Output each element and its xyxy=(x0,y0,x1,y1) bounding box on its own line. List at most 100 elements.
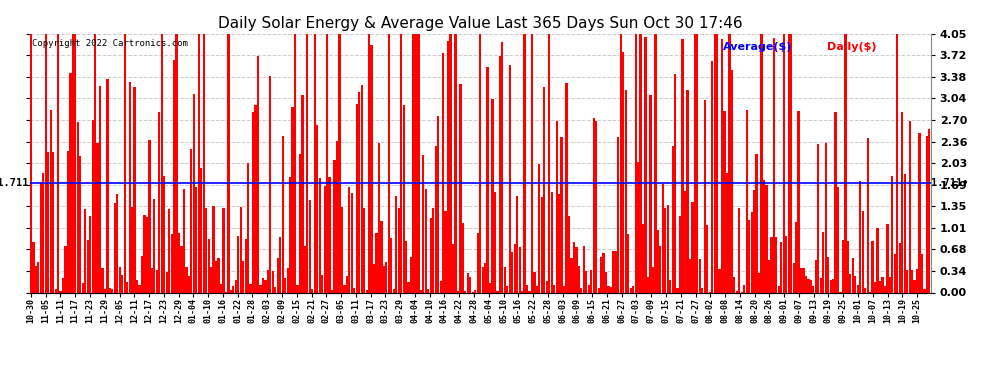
Bar xyxy=(256,56,259,292)
Bar xyxy=(654,34,656,292)
Bar xyxy=(390,238,392,292)
Bar xyxy=(314,34,316,292)
Bar xyxy=(50,110,51,292)
Bar xyxy=(696,34,699,292)
Bar xyxy=(38,262,40,292)
Bar xyxy=(59,291,61,292)
Bar xyxy=(711,61,713,292)
Bar xyxy=(451,244,454,292)
Bar xyxy=(254,105,256,292)
Bar xyxy=(286,268,289,292)
Bar xyxy=(425,189,427,292)
Bar xyxy=(454,34,456,292)
Bar xyxy=(435,146,437,292)
Bar xyxy=(155,270,158,292)
Bar xyxy=(476,232,479,292)
Bar xyxy=(646,277,649,292)
Bar xyxy=(575,247,577,292)
Bar xyxy=(139,285,141,292)
Bar xyxy=(445,211,446,292)
Bar xyxy=(788,34,790,292)
Bar xyxy=(173,60,175,292)
Bar xyxy=(459,84,461,292)
Bar xyxy=(793,263,795,292)
Bar xyxy=(316,125,319,292)
Bar xyxy=(474,290,476,292)
Bar xyxy=(353,288,355,292)
Bar xyxy=(734,277,736,292)
Bar xyxy=(479,34,481,292)
Bar xyxy=(415,34,417,292)
Bar xyxy=(558,194,560,292)
Bar xyxy=(106,80,109,292)
Bar xyxy=(748,220,750,292)
Bar xyxy=(233,285,235,292)
Bar xyxy=(398,209,400,292)
Bar xyxy=(264,280,266,292)
Bar xyxy=(595,122,597,292)
Bar xyxy=(506,286,509,292)
Bar xyxy=(929,129,931,292)
Bar xyxy=(555,121,557,292)
Bar xyxy=(760,34,762,292)
Bar xyxy=(684,191,686,292)
Bar xyxy=(775,237,777,292)
Bar xyxy=(76,122,79,292)
Bar xyxy=(807,279,810,292)
Bar xyxy=(405,240,407,292)
Bar xyxy=(664,208,666,292)
Bar xyxy=(736,291,738,292)
Bar xyxy=(701,288,704,292)
Bar xyxy=(109,288,111,292)
Bar xyxy=(805,276,807,292)
Bar xyxy=(43,173,45,292)
Bar xyxy=(185,267,187,292)
Bar xyxy=(30,34,32,292)
Bar xyxy=(420,290,422,292)
Bar xyxy=(148,140,150,292)
Bar xyxy=(279,237,281,292)
Bar xyxy=(235,280,237,292)
Bar xyxy=(694,34,696,292)
Bar xyxy=(642,224,644,292)
Bar xyxy=(886,224,888,292)
Bar xyxy=(89,216,91,292)
Bar xyxy=(529,291,531,292)
Bar xyxy=(326,34,329,292)
Bar xyxy=(249,284,251,292)
Bar xyxy=(686,90,689,292)
Bar xyxy=(259,285,261,292)
Bar xyxy=(393,290,395,292)
Bar xyxy=(261,279,264,292)
Bar xyxy=(514,244,516,292)
Bar xyxy=(797,111,800,292)
Bar xyxy=(899,243,901,292)
Bar xyxy=(331,290,334,292)
Bar xyxy=(896,34,898,292)
Bar xyxy=(131,207,134,292)
Bar xyxy=(440,281,442,292)
Bar xyxy=(94,34,96,292)
Bar xyxy=(874,282,876,292)
Bar xyxy=(553,285,555,292)
Bar xyxy=(649,95,651,292)
Title: Daily Solar Energy & Average Value Last 365 Days Sun Oct 30 17:46: Daily Solar Energy & Average Value Last … xyxy=(218,16,742,31)
Bar xyxy=(385,261,387,292)
Bar xyxy=(383,266,385,292)
Bar xyxy=(666,205,669,292)
Bar xyxy=(363,208,365,292)
Text: Average($): Average($) xyxy=(724,42,793,51)
Bar xyxy=(859,181,861,292)
Bar xyxy=(168,210,170,292)
Bar xyxy=(121,275,124,292)
Bar xyxy=(721,39,723,292)
Bar xyxy=(52,152,54,292)
Bar xyxy=(550,192,552,292)
Bar xyxy=(810,280,812,292)
Bar xyxy=(526,285,528,292)
Bar xyxy=(849,274,851,292)
Bar xyxy=(681,39,684,292)
Bar xyxy=(203,34,205,292)
Bar xyxy=(370,45,372,292)
Bar xyxy=(220,284,222,292)
